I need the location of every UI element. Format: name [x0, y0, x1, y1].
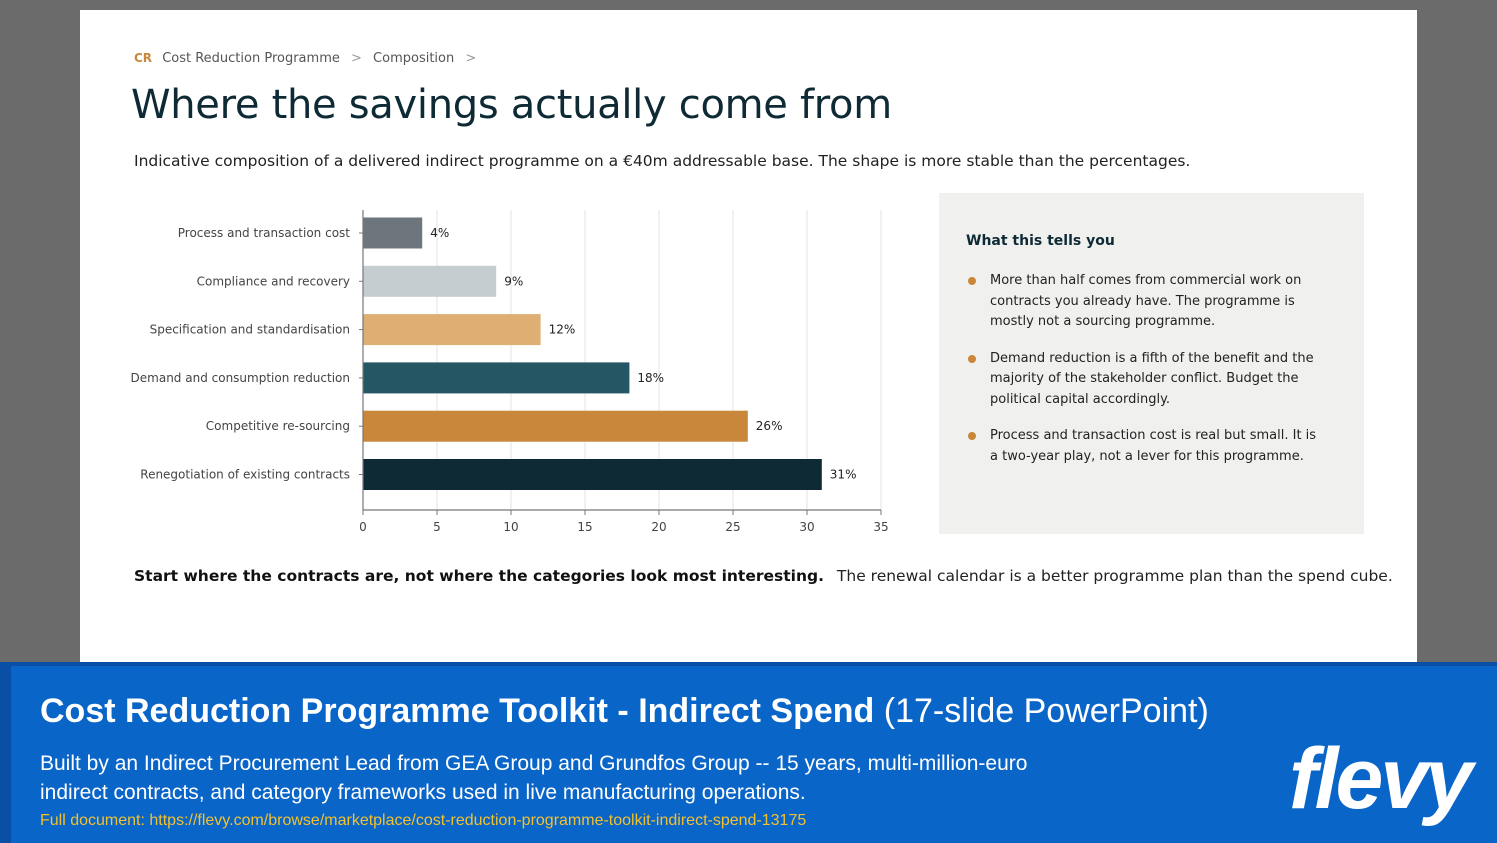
bar — [363, 265, 497, 297]
bullet-dot-icon — [968, 277, 976, 285]
chart-svg: Process and transaction cost 4% Compliance… — [131, 210, 889, 534]
flevy-logo[interactable]: flevy — [1289, 731, 1473, 827]
takeaway-bold: Start where the contracts are, not where… — [134, 567, 824, 585]
insight-text: Process and transaction cost is real but… — [990, 428, 1317, 464]
breadcrumb-separator: > — [465, 51, 477, 66]
takeaway: Start where the contracts are, not where… — [134, 567, 1393, 585]
data-label: 12% — [549, 323, 576, 337]
x-tick-label: 20 — [651, 520, 666, 534]
category-label: Demand and consumption reduction — [131, 371, 350, 385]
page-subtitle: Indicative composition of a delivered in… — [134, 152, 1191, 170]
x-tick-label: 10 — [503, 520, 518, 534]
breadcrumb: CR Cost Reduction Programme > Compositio… — [134, 51, 483, 66]
category-label: Process and transaction cost — [178, 226, 351, 240]
page-title: Where the savings actually come from — [131, 82, 892, 128]
bar — [363, 362, 630, 394]
x-tick-label: 5 — [433, 520, 441, 534]
bar — [363, 314, 541, 346]
insight-item: Demand reduction is a fifth of the benef… — [967, 349, 1327, 411]
data-label: 18% — [637, 371, 664, 385]
banner-description: Built by an Indirect Procurement Lead fr… — [40, 752, 1028, 804]
bar — [363, 410, 748, 442]
breadcrumb-tag: CR — [134, 51, 153, 65]
data-label: 9% — [504, 274, 523, 288]
category-label: Competitive re-sourcing — [206, 419, 350, 433]
breadcrumb-item[interactable]: Composition — [373, 51, 455, 66]
bullet-dot-icon — [968, 432, 976, 440]
breadcrumb-item[interactable]: Cost Reduction Programme — [162, 51, 340, 66]
panel-title: What this tells you — [966, 233, 1115, 249]
banner-title: Cost Reduction Programme Toolkit - Indir… — [40, 692, 1209, 731]
promo-banner: Cost Reduction Programme Toolkit - Indir… — [0, 662, 1497, 843]
insight-panel: What this tells you More than half comes… — [939, 193, 1364, 534]
category-label: Compliance and recovery — [197, 274, 350, 288]
document-link[interactable]: Full document: https://flevy.com/browse/… — [40, 812, 807, 829]
bar — [363, 459, 822, 490]
x-tick-label: 30 — [799, 520, 814, 534]
x-tick-label: 15 — [577, 520, 592, 534]
category-label: Specification and standardisation — [150, 323, 350, 337]
breadcrumb-separator: > — [351, 51, 362, 66]
insight-text: More than half comes from commercial wor… — [990, 273, 1302, 329]
takeaway-rest: The renewal calendar is a better program… — [836, 567, 1393, 585]
banner-title-bold: Cost Reduction Programme Toolkit - Indir… — [40, 692, 875, 730]
bullet-dot-icon — [968, 354, 976, 363]
insight-text: Demand reduction is a fifth of the benef… — [990, 350, 1314, 407]
data-label: 4% — [430, 226, 449, 240]
category-label: Renegotiation of existing contracts — [140, 468, 350, 482]
x-tick-label: 25 — [725, 520, 740, 534]
insight-item: More than half comes from commercial wor… — [967, 271, 1327, 333]
bar — [363, 217, 423, 249]
banner-title-light: (17-slide PowerPoint) — [883, 692, 1209, 730]
x-tick-label: 35 — [873, 520, 888, 534]
insight-list: More than half comes from commercial wor… — [967, 271, 1327, 483]
x-tick-label: 0 — [359, 520, 367, 534]
slide: CR Cost Reduction Programme > Compositio… — [80, 10, 1417, 662]
data-label: 31% — [830, 468, 857, 482]
data-label: 26% — [756, 419, 783, 433]
insight-item: Process and transaction cost is real but… — [967, 426, 1327, 467]
savings-bar-chart: Process and transaction cost 4% Compliance… — [120, 200, 920, 549]
